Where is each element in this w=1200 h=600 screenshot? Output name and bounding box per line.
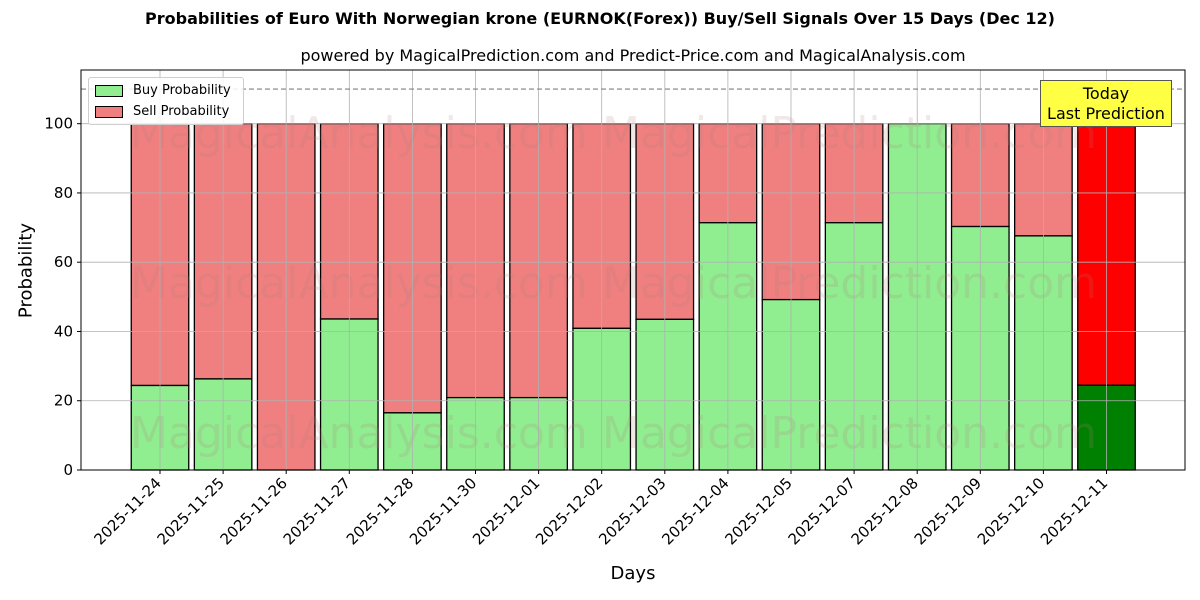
y-tick-label: 60 xyxy=(54,253,73,271)
y-tick-label: 20 xyxy=(54,392,73,410)
legend: Buy Probability Sell Probability xyxy=(88,77,244,125)
x-tick-label: 2025-12-10 xyxy=(974,474,1048,548)
watermark: MagicalPrediction.com xyxy=(602,408,1097,459)
x-tick-label: 2025-12-04 xyxy=(658,474,732,548)
x-tick-label: 2025-11-30 xyxy=(406,474,480,548)
buy-swatch-icon xyxy=(95,84,123,97)
watermark: MagicalAnalysis.com xyxy=(130,258,588,309)
legend-item-buy: Buy Probability xyxy=(95,83,231,98)
x-axis-label: Days xyxy=(610,563,656,584)
today-annotation: Today Last Prediction xyxy=(1040,80,1172,127)
x-tick-label: 2025-12-07 xyxy=(785,474,859,548)
chart-title: Probabilities of Euro With Norwegian kro… xyxy=(145,9,1055,28)
annotation-line2: Last Prediction xyxy=(1047,104,1165,123)
x-tick-label: 2025-11-25 xyxy=(154,474,228,548)
x-tick-label: 2025-11-28 xyxy=(343,474,417,548)
x-tick-label: 2025-12-08 xyxy=(848,474,922,548)
legend-item-sell: Sell Probability xyxy=(95,104,229,119)
watermark: MagicalAnalysis.com xyxy=(130,408,588,459)
y-axis-label: Probability xyxy=(15,222,37,319)
legend-buy-label: Buy Probability xyxy=(133,83,231,98)
x-tick-label: 2025-11-26 xyxy=(217,474,291,548)
watermark: MagicalPrediction.com xyxy=(602,258,1097,309)
y-tick-label: 80 xyxy=(54,184,73,202)
x-tick-label: 2025-12-02 xyxy=(532,474,606,548)
x-tick-label: 2025-12-03 xyxy=(595,474,669,548)
y-tick-label: 100 xyxy=(44,115,73,133)
legend-sell-label: Sell Probability xyxy=(133,104,230,119)
plot-frame xyxy=(80,69,1186,471)
sell-swatch-icon xyxy=(95,105,123,118)
chart-subtitle: powered by MagicalPrediction.com and Pre… xyxy=(300,46,966,65)
x-tick-label: 2025-11-27 xyxy=(280,474,354,548)
y-tick-label: 40 xyxy=(54,322,73,340)
annotation-line1: Today xyxy=(1082,84,1130,103)
x-tick-label: 2025-11-24 xyxy=(90,474,164,548)
y-tick-label: 0 xyxy=(63,461,73,479)
x-tick-label: 2025-12-05 xyxy=(721,474,795,548)
watermark: MagicalPrediction.com xyxy=(602,108,1097,159)
x-tick-label: 2025-12-11 xyxy=(1037,474,1111,548)
x-tick-label: 2025-12-01 xyxy=(469,474,543,548)
x-tick-label: 2025-12-09 xyxy=(911,474,985,548)
